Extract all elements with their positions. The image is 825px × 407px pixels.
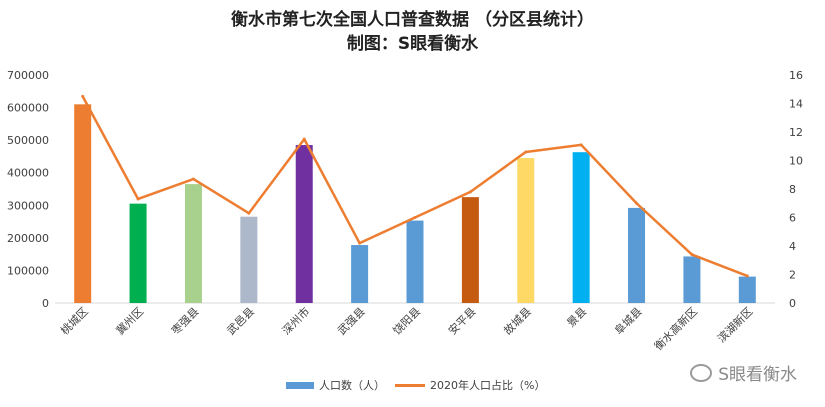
share-point xyxy=(745,274,749,278)
share-point xyxy=(136,197,140,201)
y-tick-label: 0 xyxy=(42,297,49,310)
y2-tick-label: 12 xyxy=(789,126,803,139)
legend-line-swatch xyxy=(395,383,425,387)
x-tick-label: 桃城区 xyxy=(58,304,91,337)
share-point xyxy=(524,150,528,154)
y2-tick-label: 0 xyxy=(789,297,796,310)
x-tick-label: 滨湖新区 xyxy=(714,304,755,345)
bar xyxy=(74,104,92,303)
bar xyxy=(517,158,535,303)
bar xyxy=(628,207,646,303)
share-point xyxy=(468,190,472,194)
legend-item-share: 2020年人口占比（%） xyxy=(395,377,545,393)
share-point xyxy=(635,201,639,205)
x-tick-label: 安平县 xyxy=(445,304,478,337)
x-tick-label: 深州市 xyxy=(279,304,312,337)
y-tick-label: 300000 xyxy=(7,199,49,212)
bar xyxy=(240,216,258,303)
y-tick-label: 500000 xyxy=(7,134,49,147)
y2-tick-label: 2 xyxy=(789,269,796,282)
y2-tick-label: 10 xyxy=(789,155,803,168)
y-tick-label: 400000 xyxy=(7,167,49,180)
share-point xyxy=(247,211,251,215)
share-point xyxy=(413,216,417,219)
x-tick-label: 枣强县 xyxy=(169,305,202,338)
x-tick-label: 武邑县 xyxy=(224,305,257,338)
bar xyxy=(184,184,202,303)
y-tick-label: 200000 xyxy=(7,232,49,245)
x-tick-label: 阜城县 xyxy=(612,305,645,338)
y2-tick-label: 8 xyxy=(789,183,796,196)
y2-tick-label: 6 xyxy=(789,212,796,225)
x-tick-label: 故城县 xyxy=(501,304,534,337)
y-tick-label: 100000 xyxy=(7,264,49,277)
chart-subtitle: 制图：S眼看衡水 xyxy=(346,34,479,54)
bar xyxy=(129,203,147,303)
legend-item-population: 人口数（人） xyxy=(286,377,385,393)
share-point xyxy=(302,137,306,141)
y2-tick-label: 4 xyxy=(789,240,796,253)
share-point xyxy=(81,94,85,98)
share-point xyxy=(191,177,195,181)
bar xyxy=(683,256,701,303)
legend-bar-swatch xyxy=(286,381,314,389)
chart-title: 衡水市第七次全国人口普查数据 （分区县统计） xyxy=(231,10,594,30)
bar xyxy=(572,152,590,303)
bar xyxy=(295,145,313,303)
legend-label-population: 人口数（人） xyxy=(319,379,385,392)
x-tick-label: 景县 xyxy=(565,305,590,330)
share-point xyxy=(690,253,694,257)
y-tick-label: 700000 xyxy=(7,69,49,82)
legend-label-share: 2020年人口占比（%） xyxy=(430,379,546,392)
y-tick-label: 600000 xyxy=(7,102,49,115)
y2-tick-label: 14 xyxy=(789,98,803,111)
y2-tick-label: 16 xyxy=(789,69,803,82)
bar xyxy=(461,197,479,303)
x-tick-label: 衡水高新区 xyxy=(651,304,700,353)
watermark-text: S眼看衡水 xyxy=(718,365,797,385)
wechat-icon xyxy=(690,363,713,382)
bar xyxy=(406,220,424,303)
share-point xyxy=(358,241,362,245)
x-tick-label: 武强县 xyxy=(335,305,368,338)
bar xyxy=(738,276,756,303)
x-tick-label: 冀州区 xyxy=(113,304,146,337)
watermark: S眼看衡水 xyxy=(690,360,797,385)
share-point xyxy=(579,143,583,147)
x-tick-label: 饶阳县 xyxy=(391,305,424,338)
bar xyxy=(351,245,369,303)
